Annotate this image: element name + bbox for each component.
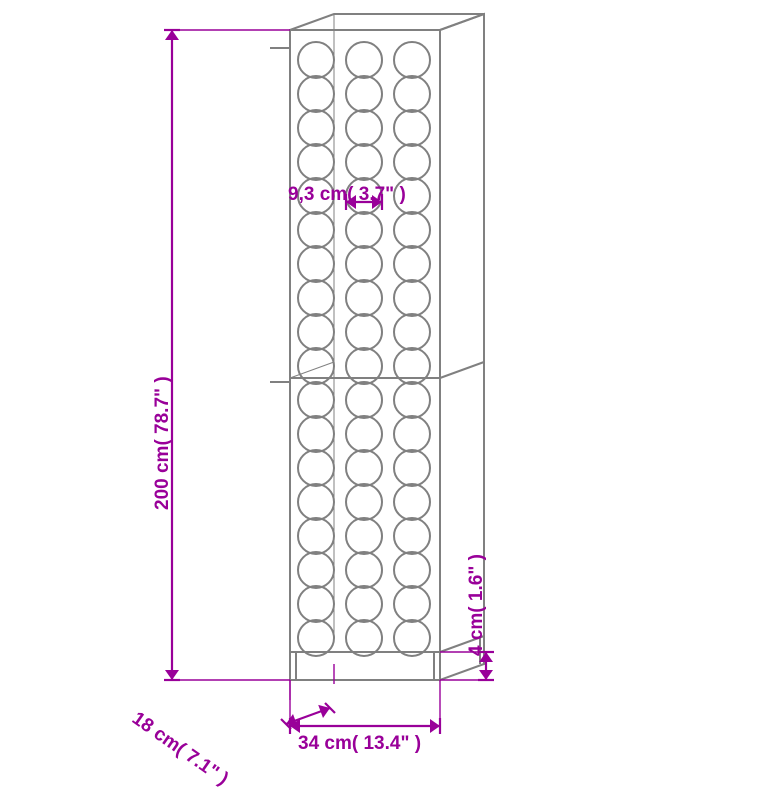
dim-ring-label: 9,3 cm( 3.7" ) [288,184,406,206]
dim-foot-label: 4 cm( 1.6" ) [466,554,488,656]
dim-width-label: 34 cm( 13.4" ) [298,733,421,755]
dim-height-label: 200 cm( 78.7" ) [152,376,174,510]
diagram-svg [0,0,768,768]
diagram-stage: 200 cm( 78.7" ) 34 cm( 13.4" ) 18 cm( 7.… [0,0,768,768]
